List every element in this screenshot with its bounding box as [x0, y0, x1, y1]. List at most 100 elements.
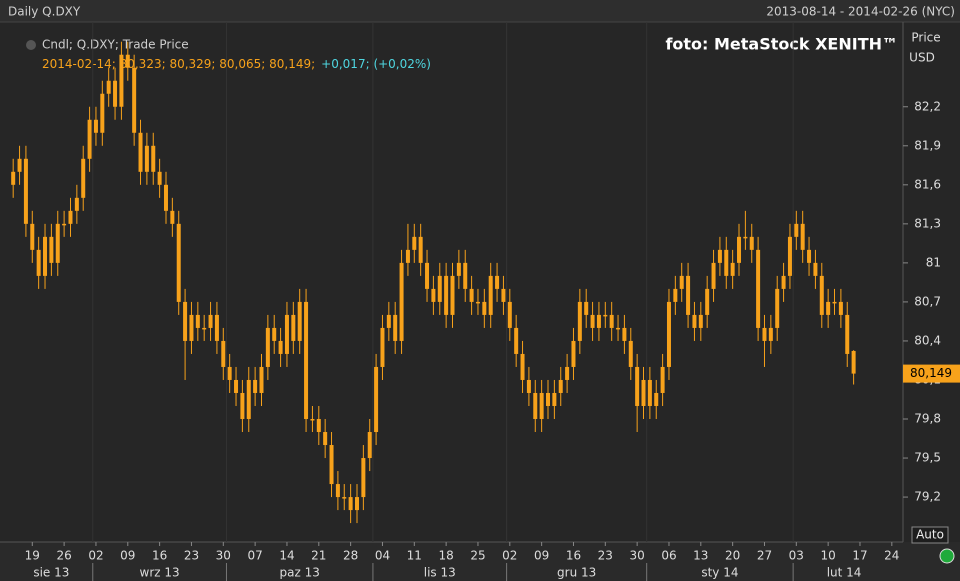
x-tick-label: 17: [852, 549, 867, 563]
candle-body: [514, 327, 519, 354]
candle-body: [119, 54, 124, 107]
candle-body: [348, 497, 353, 511]
candle-body: [405, 249, 410, 263]
candle-body: [393, 314, 398, 341]
candle-body: [316, 419, 321, 433]
chart-title: Daily Q.DXY: [8, 5, 81, 19]
candle-body: [622, 327, 627, 341]
x-tick-label: 27: [757, 549, 772, 563]
candle-body: [310, 419, 315, 421]
month-label: sie 13: [33, 566, 69, 580]
candle-body: [62, 223, 67, 226]
candle-body: [195, 314, 200, 328]
candle-body: [367, 432, 372, 459]
candle-body: [743, 236, 748, 239]
candle-body: [55, 223, 60, 263]
candle-body: [170, 210, 175, 224]
candle-body: [444, 275, 449, 315]
candle-body: [571, 340, 576, 367]
candle-body: [724, 249, 729, 276]
candle-body: [304, 301, 309, 420]
month-label: lis 13: [424, 566, 456, 580]
y-axis-title: Price: [911, 31, 940, 45]
candle-body: [794, 223, 799, 237]
candle-body: [507, 301, 512, 328]
month-label: lut 14: [827, 566, 862, 580]
candle-body: [679, 275, 684, 289]
candle-body: [565, 366, 570, 380]
candle-body: [68, 210, 73, 224]
candle-body: [730, 262, 735, 276]
candle-body: [501, 288, 506, 302]
candle-body: [234, 379, 239, 393]
y-tick-label: 81,3: [914, 216, 941, 230]
status-indicator: [939, 548, 955, 564]
last-price-tag: [903, 364, 960, 383]
candle-body: [654, 392, 659, 406]
candle-body: [227, 366, 232, 380]
header-bar: [0, 0, 960, 22]
candle-body: [93, 119, 98, 133]
watermark: foto: MetaStock XENITH™: [665, 35, 898, 54]
candle-body: [807, 249, 812, 263]
candle-body: [813, 262, 818, 276]
candle-body: [845, 314, 850, 354]
month-label: wrz 13: [140, 566, 180, 580]
candle-body: [698, 314, 703, 328]
candle-body: [437, 275, 442, 302]
candle-body: [692, 314, 697, 328]
candle-body: [100, 93, 105, 133]
candle-body: [641, 379, 646, 406]
auto-button[interactable]: [911, 526, 949, 544]
candle-body: [495, 275, 500, 289]
candle-body: [577, 301, 582, 341]
x-tick-label: 25: [470, 549, 485, 563]
candle-body: [335, 484, 340, 498]
x-tick-label: 28: [343, 549, 358, 563]
candle-body: [686, 275, 691, 315]
candle-body: [832, 301, 837, 304]
candle-body: [533, 392, 538, 420]
candle-body: [106, 80, 111, 94]
candle-body: [138, 132, 143, 172]
y-tick-label: 81,9: [914, 138, 941, 152]
candle-body: [87, 119, 92, 159]
candle-body: [284, 314, 289, 354]
x-tick-label: 24: [884, 549, 899, 563]
y-axis-unit: USD: [909, 51, 935, 65]
y-tick-label: 82,2: [914, 99, 941, 113]
candle-body: [329, 445, 334, 485]
x-tick-label: 11: [407, 549, 422, 563]
candle-body: [74, 197, 79, 211]
candle-body: [775, 288, 780, 328]
candle-body: [838, 301, 843, 315]
candle-body: [380, 327, 385, 367]
x-tick-label: 03: [789, 549, 804, 563]
candle-body: [520, 353, 525, 380]
x-tick-label: 26: [56, 549, 71, 563]
auto-label[interactable]: Auto: [916, 528, 944, 542]
month-label: sty 14: [701, 566, 738, 580]
candle-body: [616, 327, 621, 330]
legend-name: Cndl; Q.DXY; Trade Price: [42, 38, 189, 52]
candle-body: [628, 340, 633, 367]
candle-body: [737, 236, 742, 263]
candle-body: [176, 223, 181, 302]
candle-body: [144, 145, 149, 172]
candle-body: [418, 236, 423, 263]
candle-body: [456, 262, 461, 276]
x-tick-label: 18: [438, 549, 453, 563]
candle-body: [11, 171, 16, 185]
legend-values: 2014-02-14; 80,323; 80,329; 80,065; 80,1…: [42, 57, 431, 71]
y-tick-label: 81: [926, 255, 941, 269]
candle-body: [590, 314, 595, 328]
x-tick-label: 30: [216, 549, 231, 563]
candle-body: [43, 236, 48, 276]
x-tick-label: 02: [88, 549, 103, 563]
candle-body: [596, 314, 601, 328]
x-tick-label: 07: [247, 549, 262, 563]
candle-body: [399, 262, 404, 341]
x-tick-label: 23: [184, 549, 199, 563]
candle-body: [800, 223, 805, 250]
